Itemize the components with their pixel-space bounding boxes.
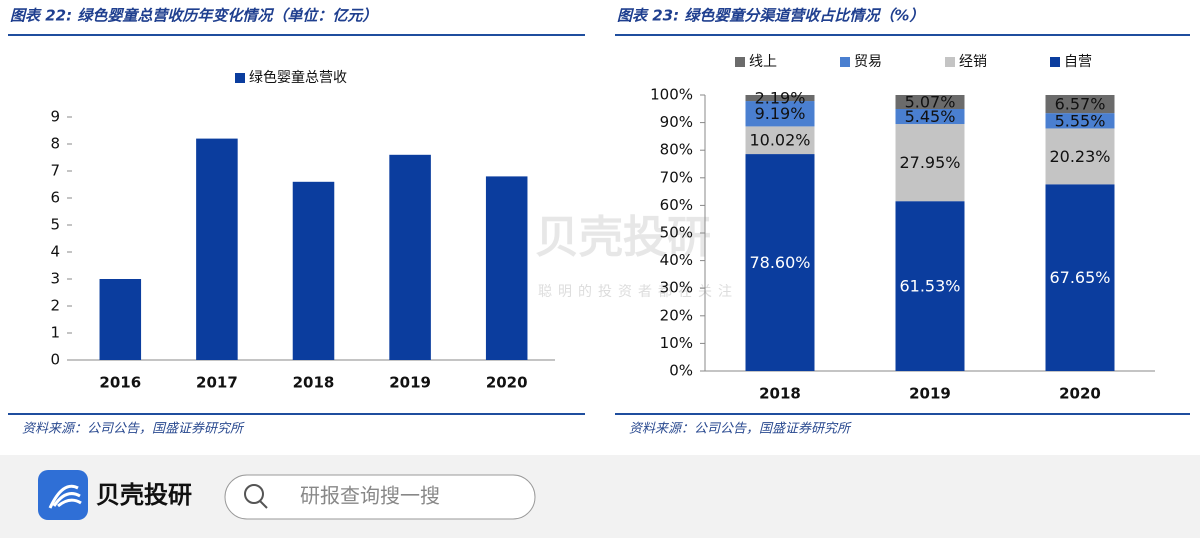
y-tick-label: 9 [50,108,60,126]
source: 资料来源：公司公告，国盛证券研究所 [22,421,245,437]
x-tick-label: 2020 [486,374,528,392]
bar-segment [745,154,815,371]
bar [485,176,528,360]
bar-segment [895,95,965,109]
bar-segment [895,201,965,371]
x-tick-label: 2020 [1059,385,1101,403]
search-icon [244,484,264,504]
legend-label: 贸易 [854,54,882,70]
y-tick-label: 7 [50,162,60,180]
value-label: 67.65% [1049,268,1110,287]
x-tick-label: 2018 [759,385,801,403]
y-tick-label: 1 [50,324,60,342]
y-tick-label: 70% [660,168,693,186]
legend-label: 自营 [1064,54,1092,70]
value-label: 5.07% [905,92,956,111]
y-tick-label: 40% [660,251,693,269]
y-tick-label: 2 [50,297,60,315]
value-label: 10.02% [749,131,810,150]
watermark-brand: 贝壳投研 [535,212,711,263]
chart-title: 图表 22: 绿色婴童总营收历年变化情况（单位：亿元） [10,7,377,25]
value-label: 78.60% [749,253,810,272]
legend-swatch [235,73,245,83]
value-label: 9.19% [755,104,806,123]
y-tick-label: 60% [660,196,693,214]
legend-label: 经销 [959,54,987,70]
y-tick-label: 8 [50,135,60,153]
value-label: 27.95% [899,153,960,172]
x-tick-label: 2017 [196,374,238,392]
x-tick-label: 2019 [909,385,951,403]
y-tick-label: 50% [660,224,693,242]
search-icon-handle [259,500,268,509]
footer-bar [0,455,1200,538]
watermark-slogan: 聪明的投资者都在关注 [538,284,738,300]
bar-segment [895,108,965,125]
legend-label: 绿色婴童总营收 [249,69,347,86]
search-box[interactable] [224,474,536,520]
bar [196,138,238,360]
bar [389,154,431,360]
legend-swatch [1050,57,1060,67]
bar [99,279,142,360]
bar-segment [745,95,815,102]
x-tick-label: 2016 [99,374,141,392]
legend-label: 线上 [749,54,777,70]
y-tick-label: 100% [650,86,693,104]
value-label: 20.23% [1049,147,1110,166]
bar-segment [1045,128,1115,185]
bar-segment [895,124,965,202]
legend-swatch [840,57,850,67]
search-placeholder: 研报查询搜一搜 [300,484,440,508]
y-tick-label: 3 [50,270,60,288]
chart-title: 图表 23: 绿色婴童分渠道营收占比情况（%） [617,7,924,25]
y-tick-label: 0 [50,351,60,369]
source: 资料来源：公司公告，国盛证券研究所 [629,421,852,437]
value-label: 61.53% [899,277,960,296]
y-tick-label: 30% [660,279,693,297]
y-tick-label: 6 [50,189,60,207]
y-tick-label: 4 [50,243,60,261]
logo-mark [48,484,82,509]
value-label: 2.19% [755,89,806,108]
y-tick-label: 5 [50,216,60,234]
footer-brand: 贝壳投研 [96,481,192,509]
y-tick-label: 90% [660,113,693,131]
bar-segment [745,126,815,155]
y-tick-label: 0% [669,362,693,380]
bar-segment [1045,113,1115,129]
y-tick-label: 20% [660,306,693,324]
value-label: 5.55% [1055,111,1106,130]
bar-segment [745,101,815,127]
legend-swatch [735,57,745,67]
y-tick-label: 10% [660,334,693,352]
y-tick-label: 80% [660,141,693,159]
bar-segment [1045,184,1115,371]
bar [292,181,335,360]
bar-segment [1045,95,1115,114]
value-label: 6.57% [1055,95,1106,114]
x-tick-label: 2019 [389,374,431,392]
legend-swatch [945,57,955,67]
value-label: 5.45% [905,107,956,126]
x-tick-label: 2018 [293,374,335,392]
